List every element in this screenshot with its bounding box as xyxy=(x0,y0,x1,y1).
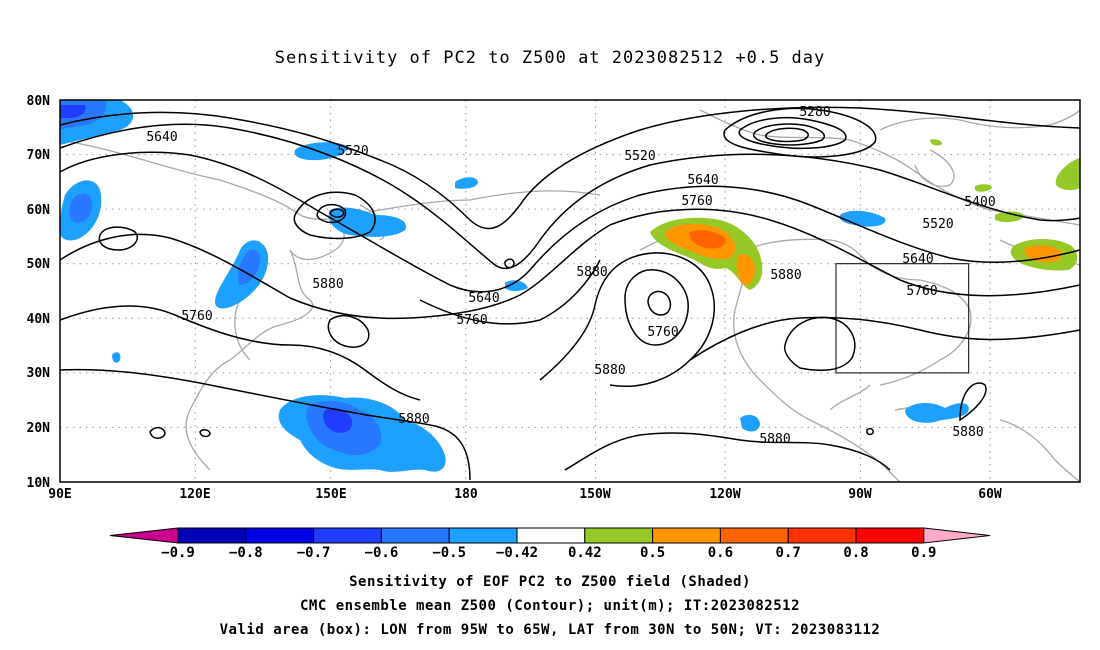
colorbar-tick-label: 0.8 xyxy=(843,545,868,561)
contour-label: 5640 xyxy=(687,173,718,188)
latitude-labels: 80N 70N 60N 50N 40N 30N 20N 10N xyxy=(27,94,51,491)
contour-label: 5400 xyxy=(964,195,995,210)
contour-label: 5760 xyxy=(647,325,678,340)
colorbar-tick-label: 0.5 xyxy=(640,545,665,561)
contour-label: 5880 xyxy=(398,412,429,427)
colorbar-segment xyxy=(855,527,925,544)
lon-label: 180 xyxy=(454,487,478,502)
negative-sensitivity-shading xyxy=(60,100,969,472)
contour-label: 5760 xyxy=(906,284,937,299)
contour-label: 5760 xyxy=(681,194,712,209)
lat-label: 40N xyxy=(27,312,51,327)
contour-label: 5520 xyxy=(624,149,655,164)
caption-line-1: Sensitivity of EOF PC2 to Z500 field (Sh… xyxy=(349,574,751,590)
lon-label: 150E xyxy=(315,487,346,502)
lat-label: 30N xyxy=(27,366,51,381)
positive-sensitivity-shading xyxy=(650,139,1080,290)
contour-labels: 5280 5400 5520 5520 5520 5640 5640 5640 … xyxy=(146,105,995,447)
colorbar: −0.9 −0.8 −0.7 −0.6 −0.5 −0.42 0.42 0.5 0.6 0.7 0.… xyxy=(109,527,991,561)
contour-label: 5880 xyxy=(770,268,801,283)
contour-label: 5760 xyxy=(456,313,487,328)
colorbar-segment xyxy=(380,527,450,544)
lat-label: 60N xyxy=(27,203,51,218)
map-frame xyxy=(59,99,1081,483)
lat-label: 10N xyxy=(27,476,51,491)
colorbar-tick-label: −0.6 xyxy=(365,545,399,561)
contour-label: 5880 xyxy=(576,265,607,280)
contour-label: 5520 xyxy=(337,144,368,159)
colorbar-segment xyxy=(448,527,518,544)
contour-label: 5640 xyxy=(468,291,499,306)
lon-label: 90W xyxy=(848,487,872,502)
colorbar-tick-label: −0.9 xyxy=(161,545,195,561)
colorbar-tick-label: −0.5 xyxy=(432,545,466,561)
colorbar-segment xyxy=(245,527,315,544)
lat-label: 20N xyxy=(27,421,51,436)
longitude-labels: 90E 120E 150E 180 150W 120W 90W 60W xyxy=(48,487,1002,502)
colorbar-tick-label: 0.7 xyxy=(776,545,801,561)
lat-label: 50N xyxy=(27,257,51,272)
colorbar-tick-label: 0.9 xyxy=(911,545,936,561)
contour-label: 5280 xyxy=(799,105,830,120)
colorbar-low-end xyxy=(109,527,179,544)
colorbar-segment xyxy=(516,527,586,544)
map-title: Sensitivity of PC2 to Z500 at 2023082512… xyxy=(274,48,826,68)
contour-label: 5640 xyxy=(146,130,177,145)
contour-label: 5880 xyxy=(312,277,343,292)
colorbar-tick-label: −0.8 xyxy=(229,545,263,561)
colorbar-segment xyxy=(313,527,382,544)
lat-label: 70N xyxy=(27,148,51,163)
contour-label: 5760 xyxy=(181,309,212,324)
colorbar-segment xyxy=(719,527,789,544)
lat-label: 80N xyxy=(27,94,51,109)
colorbar-tick-label: 0.42 xyxy=(568,545,602,561)
colorbar-segment xyxy=(652,527,721,544)
colorbar-segment xyxy=(177,527,247,544)
lon-label: 150W xyxy=(579,487,610,502)
caption-line-3: Valid area (box): LON from 95W to 65W, L… xyxy=(219,622,881,638)
colorbar-segment xyxy=(787,527,857,544)
valid-area-box xyxy=(835,263,970,374)
contour-label: 5880 xyxy=(759,432,790,447)
lon-label: 120W xyxy=(709,487,740,502)
contour-label: 5520 xyxy=(922,217,953,232)
lon-label: 60W xyxy=(978,487,1002,502)
colorbar-segment xyxy=(584,527,654,544)
colorbar-tick-label: 0.6 xyxy=(708,545,733,561)
colorbar-tick-label: −0.42 xyxy=(496,545,538,561)
z500-contours xyxy=(59,106,1081,481)
lon-label: 120E xyxy=(179,487,210,502)
lon-label: 90E xyxy=(48,487,71,502)
contour-label: 5880 xyxy=(952,425,983,440)
contour-label: 5880 xyxy=(594,363,625,378)
caption-line-2: CMC ensemble mean Z500 (Contour); unit(m… xyxy=(299,598,800,614)
colorbar-tick-label: −0.7 xyxy=(297,545,331,561)
contour-label: 5640 xyxy=(902,252,933,267)
colorbar-high-end xyxy=(923,527,991,544)
